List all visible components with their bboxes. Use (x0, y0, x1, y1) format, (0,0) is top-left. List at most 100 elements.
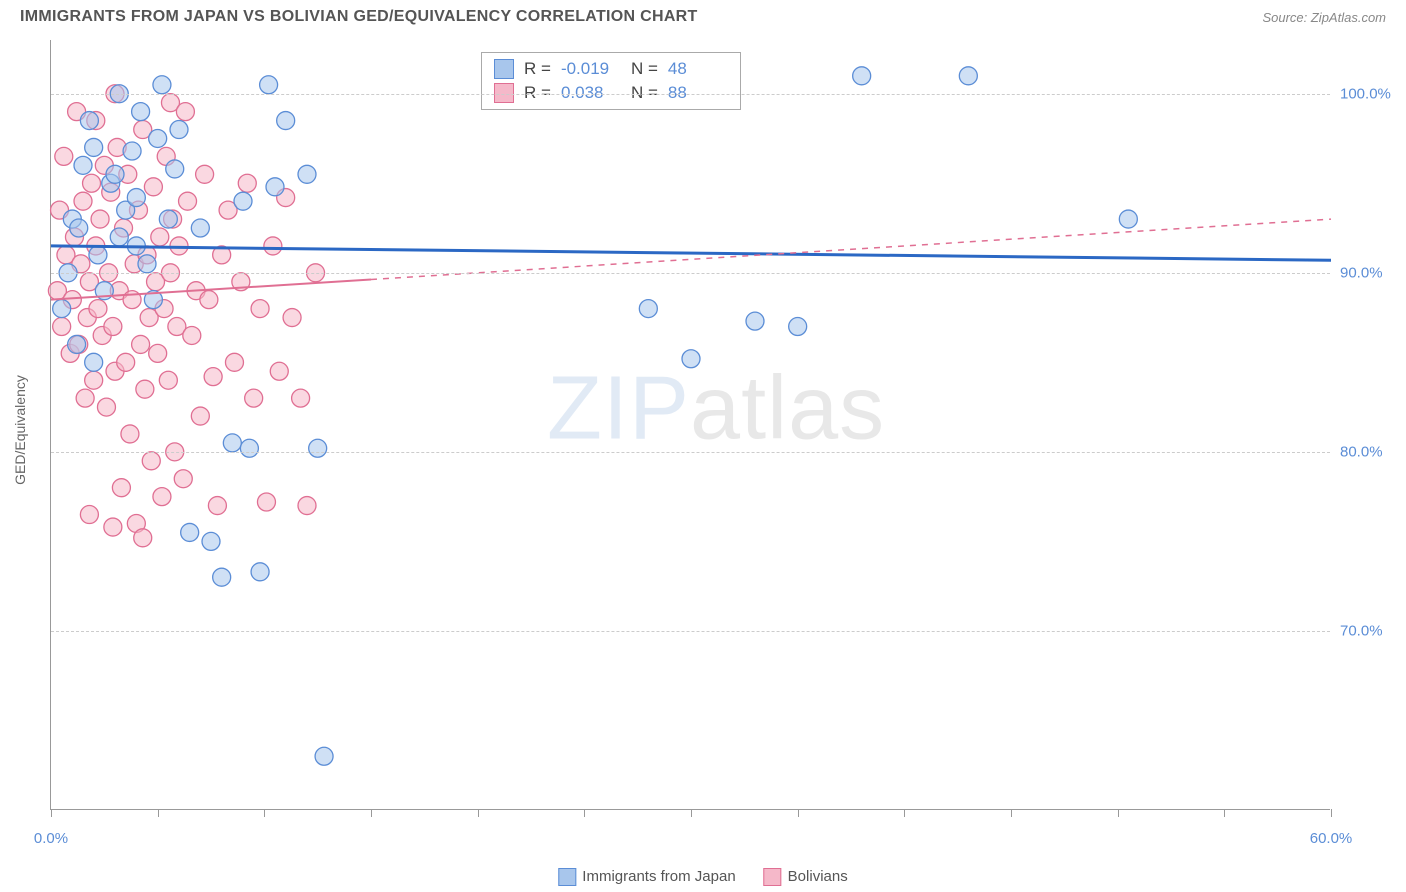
scatter-point (121, 425, 139, 443)
xtick-label: 60.0% (1310, 830, 1353, 847)
scatter-point (85, 353, 103, 371)
stat-n-label: N = (631, 59, 658, 79)
scatter-point (80, 506, 98, 524)
correlation-stats-box: R =-0.019N =48R =0.038N =88 (481, 52, 741, 110)
scatter-point (204, 368, 222, 386)
scatter-point (315, 747, 333, 765)
scatter-point (74, 156, 92, 174)
scatter-point (202, 532, 220, 550)
ytick-label: 100.0% (1340, 85, 1400, 102)
scatter-point (132, 103, 150, 121)
scatter-point (191, 407, 209, 425)
scatter-point (179, 192, 197, 210)
scatter-point (149, 344, 167, 362)
xtick (1331, 809, 1332, 817)
scatter-point (89, 300, 107, 318)
scatter-point (136, 380, 154, 398)
scatter-point (238, 174, 256, 192)
scatter-point (53, 318, 71, 336)
scatter-point (191, 219, 209, 237)
xtick (478, 809, 479, 817)
scatter-point (76, 389, 94, 407)
scatter-point (283, 309, 301, 327)
scatter-point (132, 335, 150, 353)
scatter-point (789, 318, 807, 336)
xtick (798, 809, 799, 817)
scatter-point (89, 246, 107, 264)
scatter-point (251, 563, 269, 581)
scatter-point (151, 228, 169, 246)
scatter-point (200, 291, 218, 309)
scatter-point (176, 103, 194, 121)
scatter-point (159, 371, 177, 389)
scatter-point (123, 142, 141, 160)
scatter-point (85, 138, 103, 156)
scatter-point (298, 497, 316, 515)
scatter-point (639, 300, 657, 318)
chart-title: IMMIGRANTS FROM JAPAN VS BOLIVIAN GED/EQ… (20, 8, 698, 26)
scatter-point (142, 452, 160, 470)
scatter-point (298, 165, 316, 183)
xtick (1011, 809, 1012, 817)
xtick (371, 809, 372, 817)
scatter-point (83, 174, 101, 192)
scatter-point (149, 129, 167, 147)
scatter-point (117, 353, 135, 371)
scatter-point (264, 237, 282, 255)
gridline-h (51, 273, 1330, 274)
scatter-point (309, 439, 327, 457)
scatter-point (213, 568, 231, 586)
xtick (904, 809, 905, 817)
scatter-point (104, 318, 122, 336)
scatter-point (270, 362, 288, 380)
scatter-point (208, 497, 226, 515)
scatter-point (292, 389, 310, 407)
scatter-point (53, 300, 71, 318)
xtick (584, 809, 585, 817)
scatter-point (127, 189, 145, 207)
xtick-label: 0.0% (34, 830, 68, 847)
scatter-point (153, 488, 171, 506)
scatter-point (74, 192, 92, 210)
scatter-point (134, 529, 152, 547)
source-attribution: Source: ZipAtlas.com (1262, 10, 1386, 25)
scatter-point (853, 67, 871, 85)
legend-item: Bolivians (764, 868, 848, 886)
y-axis-label: GED/Equivalency (12, 375, 28, 485)
scatter-point (234, 192, 252, 210)
scatter-point (80, 112, 98, 130)
scatter-point (55, 147, 73, 165)
scatter-point (223, 434, 241, 452)
scatter-point (1119, 210, 1137, 228)
ytick-label: 70.0% (1340, 622, 1400, 639)
scatter-point (106, 165, 124, 183)
gridline-h (51, 452, 1330, 453)
scatter-point (97, 398, 115, 416)
scatter-point (245, 389, 263, 407)
scatter-point (112, 479, 130, 497)
ytick-label: 90.0% (1340, 264, 1400, 281)
legend-swatch (764, 868, 782, 886)
scatter-point (196, 165, 214, 183)
scatter-point (746, 312, 764, 330)
stat-n-value: 48 (668, 59, 728, 79)
scatter-point (225, 353, 243, 371)
scatter-point (91, 210, 109, 228)
scatter-point (181, 523, 199, 541)
stats-row: R = -0.019 N = 48 (494, 57, 728, 81)
scatter-point (174, 470, 192, 488)
scatter-point (144, 178, 162, 196)
legend-bottom: Immigrants from Japan Bolivians (558, 868, 847, 886)
series-swatch (494, 59, 514, 79)
scatter-point (183, 326, 201, 344)
legend-label: Immigrants from Japan (582, 868, 735, 885)
stat-r-label: R = (524, 59, 551, 79)
gridline-h (51, 94, 1330, 95)
scatter-point (959, 67, 977, 85)
scatter-point (159, 210, 177, 228)
legend-swatch (558, 868, 576, 886)
stat-r-value: -0.019 (561, 59, 621, 79)
legend-item: Immigrants from Japan (558, 868, 735, 886)
scatter-point (166, 160, 184, 178)
xtick (1118, 809, 1119, 817)
